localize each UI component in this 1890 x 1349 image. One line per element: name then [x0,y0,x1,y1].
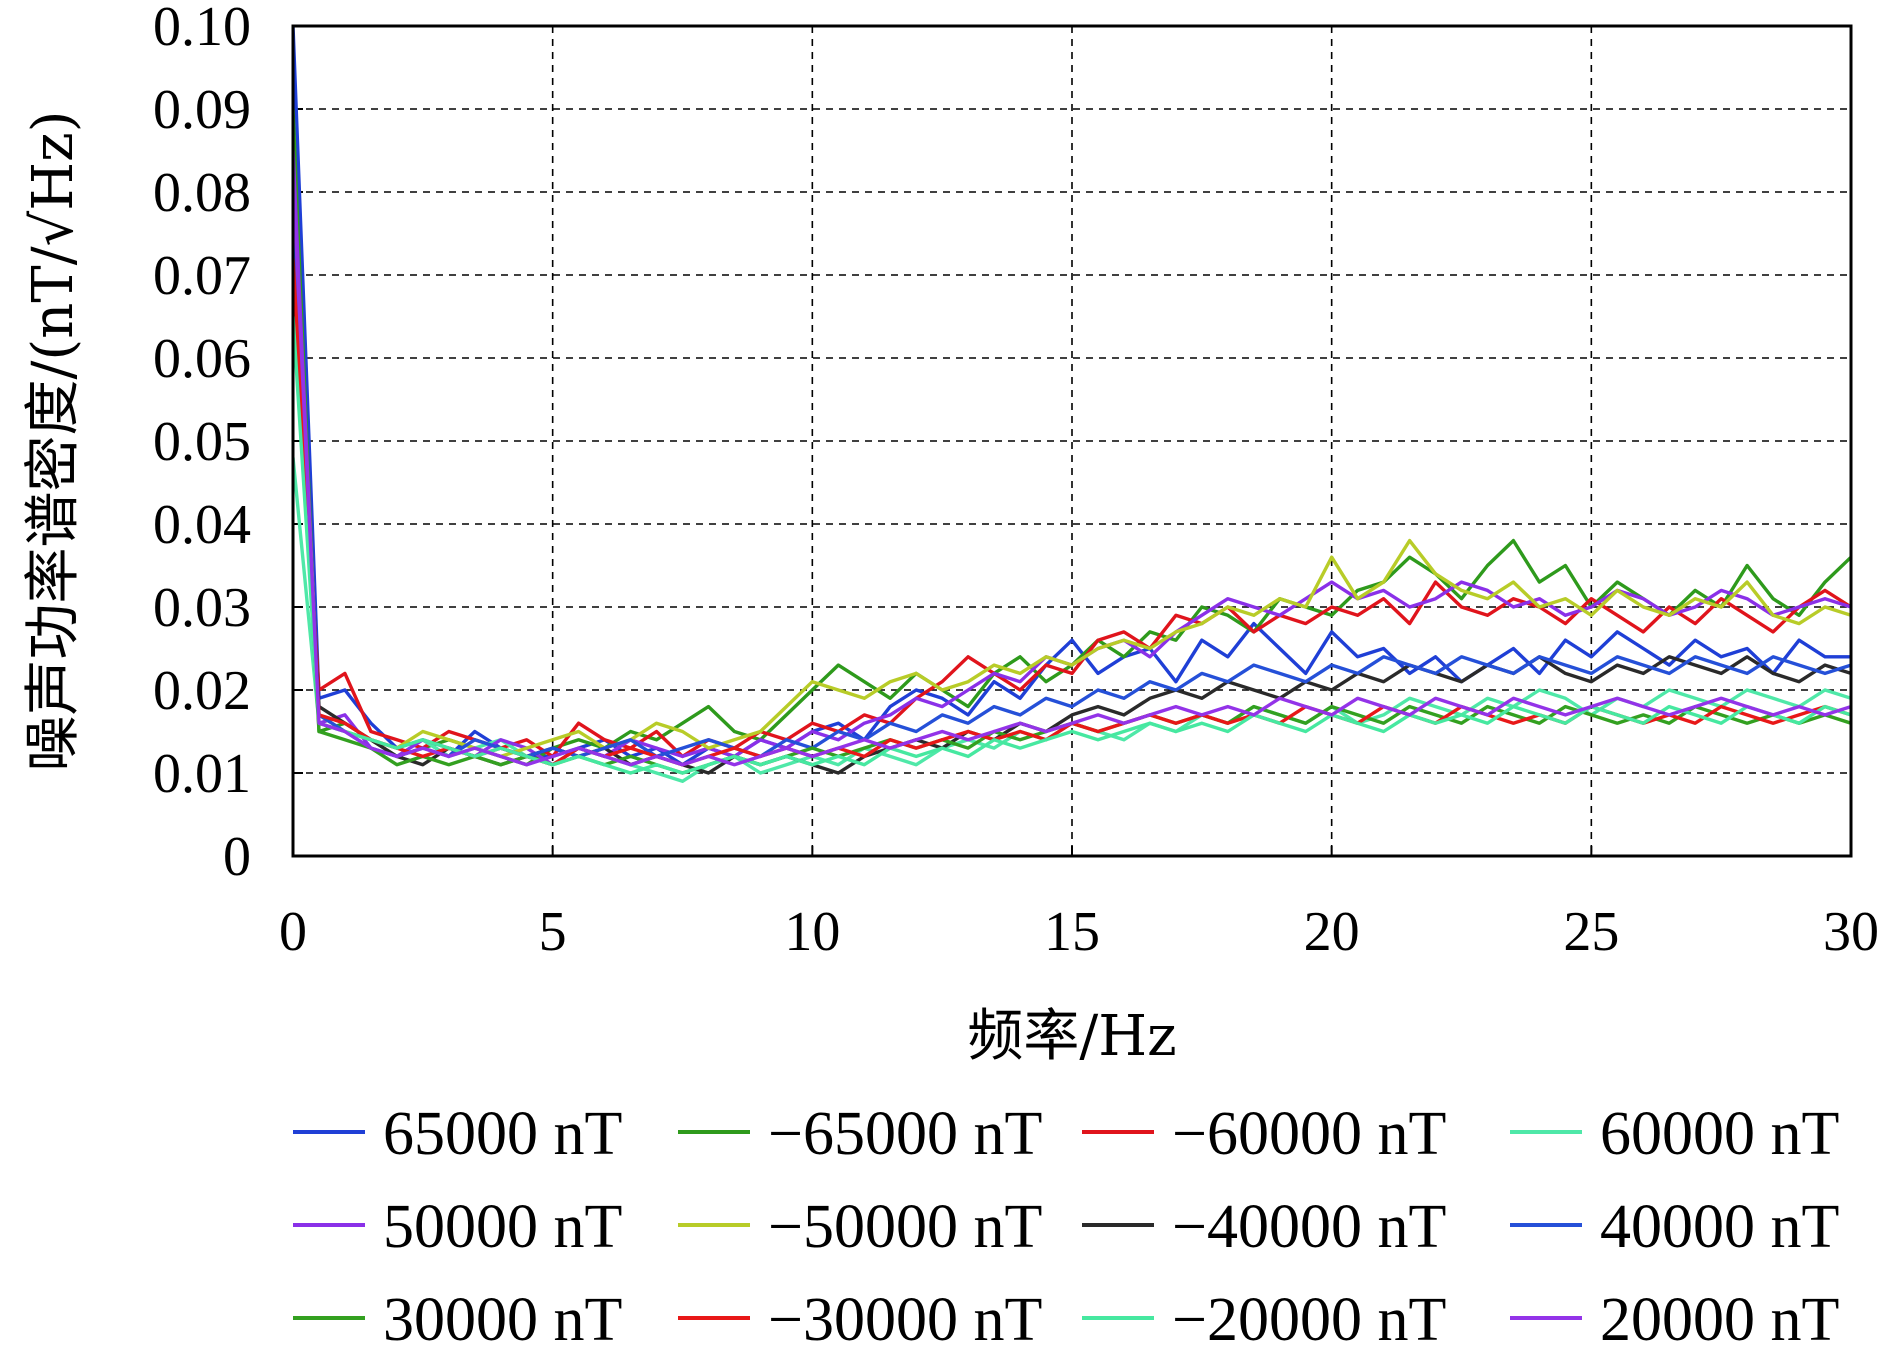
x-tick-label-0: 0 [279,901,307,963]
legend-label-11: −20000 nT [1172,1286,1446,1349]
legend-label-3: −60000 nT [1172,1100,1446,1168]
x-tick-label-15: 15 [1044,901,1100,963]
x-tick-label-30: 30 [1823,901,1879,963]
legend-label-6: −50000 nT [768,1193,1042,1261]
legend-label-5: 50000 nT [383,1193,622,1261]
grid-lines [292,25,1852,857]
y-tick-labels: 0 0.01 0.02 0.03 0.04 0.05 0.06 0.07 0.08 0.09 0.1… [153,0,251,888]
y-axis-label: 噪声功率谱密度/(nT/√Hz) [21,111,86,772]
series-line-12 [293,175,1851,767]
y-tick-label-0.02: 0.02 [153,660,251,722]
x-tick-label-5: 5 [539,901,567,963]
legend-label-2: −65000 nT [768,1100,1042,1168]
x-tick-labels: 0 5 10 15 20 25 30 [279,901,1879,963]
y-tick-label-0.04: 0.04 [153,494,251,556]
series-line-8 [293,208,1851,759]
y-tick-label-0.05: 0.05 [153,411,251,473]
legend-label-1: 65000 nT [383,1100,622,1168]
legend-label-9: 30000 nT [383,1286,622,1349]
legend-label-7: −40000 nT [1172,1193,1446,1261]
y-tick-label-0.03: 0.03 [153,577,251,639]
legend-label-8: 40000 nT [1600,1193,1839,1261]
y-tick-label-0.06: 0.06 [153,328,251,390]
y-tick-label-0.10: 0.10 [153,0,251,58]
x-tick-label-10: 10 [784,901,840,963]
legend: 65000 nT −65000 nT −60000 nT 60000 nT 50000 … [293,1100,1839,1349]
x-tick-label-25: 25 [1563,901,1619,963]
legend-label-10: −30000 nT [768,1286,1042,1349]
y-tick-label-0.07: 0.07 [153,245,251,307]
y-tick-label-0.01: 0.01 [153,743,251,805]
x-axis-label: 频率/Hz [967,1004,1176,1069]
plot-frame [291,24,1853,858]
y-tick-label-0: 0 [223,826,251,888]
x-tick-label-20: 20 [1304,901,1360,963]
y-tick-label-0.09: 0.09 [153,79,251,141]
series-line-6 [293,191,1851,759]
series-lines [293,26,1851,783]
legend-label-4: 60000 nT [1600,1100,1839,1168]
legend-label-12: 20000 nT [1600,1286,1839,1349]
y-tick-label-0.08: 0.08 [153,162,251,224]
